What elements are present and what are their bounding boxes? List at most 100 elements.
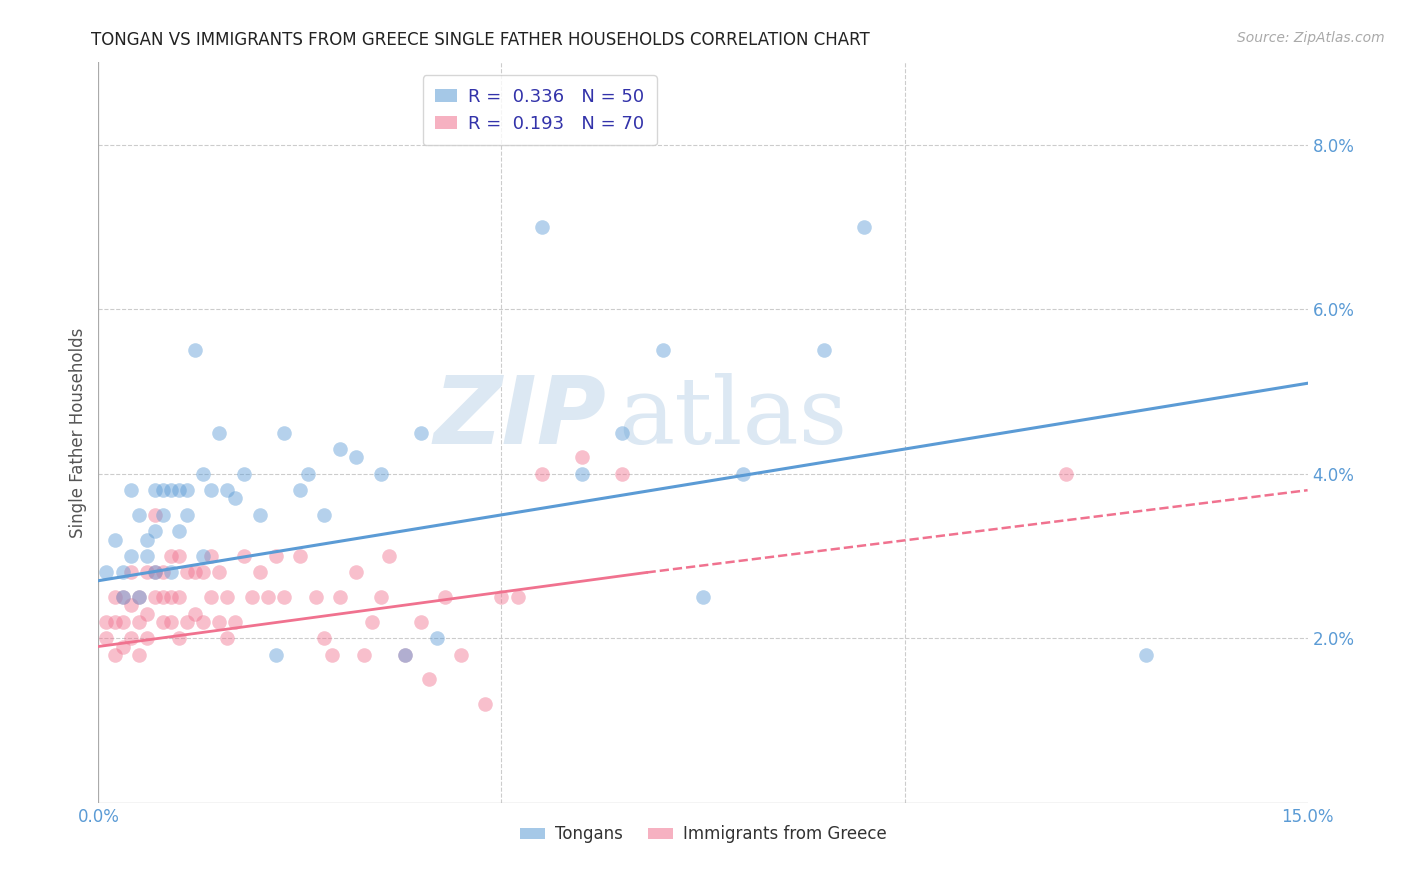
Point — [128, 615, 150, 629]
Point — [128, 648, 150, 662]
Point — [152, 566, 174, 580]
Point — [193, 566, 215, 580]
Point — [418, 673, 440, 687]
Point — [409, 425, 432, 440]
Point — [200, 549, 222, 563]
Point — [353, 648, 375, 662]
Point — [193, 467, 215, 481]
Point — [167, 549, 190, 563]
Point — [160, 549, 183, 563]
Point — [370, 590, 392, 604]
Point — [184, 343, 207, 358]
Point — [111, 590, 134, 604]
Point — [361, 615, 384, 629]
Point — [160, 590, 183, 604]
Point — [120, 599, 142, 613]
Point — [450, 648, 472, 662]
Point — [143, 590, 166, 604]
Point — [240, 590, 263, 604]
Point — [288, 483, 311, 498]
Point — [530, 467, 553, 481]
Point — [217, 483, 239, 498]
Point — [232, 549, 254, 563]
Point — [103, 648, 125, 662]
Point — [152, 483, 174, 498]
Point — [176, 615, 198, 629]
Point — [273, 590, 295, 604]
Point — [103, 590, 125, 604]
Point — [96, 615, 118, 629]
Point — [167, 483, 190, 498]
Point — [434, 590, 457, 604]
Point — [184, 566, 207, 580]
Point — [208, 425, 231, 440]
Point — [176, 566, 198, 580]
Point — [152, 615, 174, 629]
Point — [152, 590, 174, 604]
Point — [128, 590, 150, 604]
Point — [491, 590, 513, 604]
Point — [377, 549, 399, 563]
Point — [96, 566, 118, 580]
Point — [232, 467, 254, 481]
Point — [651, 343, 673, 358]
Point — [120, 549, 142, 563]
Point — [120, 483, 142, 498]
Point — [273, 425, 295, 440]
Point — [314, 508, 336, 522]
Point — [813, 343, 835, 358]
Point — [297, 467, 319, 481]
Point — [135, 607, 157, 621]
Point — [612, 467, 634, 481]
Point — [128, 590, 150, 604]
Point — [111, 640, 134, 654]
Point — [329, 590, 352, 604]
Point — [571, 467, 593, 481]
Point — [612, 425, 634, 440]
Point — [344, 566, 367, 580]
Point — [152, 508, 174, 522]
Point — [120, 632, 142, 646]
Point — [135, 549, 157, 563]
Point — [143, 508, 166, 522]
Point — [409, 615, 432, 629]
Point — [96, 632, 118, 646]
Point — [264, 648, 287, 662]
Point — [167, 632, 190, 646]
Point — [1054, 467, 1077, 481]
Point — [111, 590, 134, 604]
Y-axis label: Single Father Households: Single Father Households — [69, 327, 87, 538]
Point — [176, 483, 198, 498]
Point — [321, 648, 343, 662]
Text: Source: ZipAtlas.com: Source: ZipAtlas.com — [1237, 31, 1385, 45]
Point — [103, 533, 125, 547]
Point — [200, 483, 222, 498]
Point — [394, 648, 416, 662]
Point — [160, 566, 183, 580]
Text: TONGAN VS IMMIGRANTS FROM GREECE SINGLE FATHER HOUSEHOLDS CORRELATION CHART: TONGAN VS IMMIGRANTS FROM GREECE SINGLE … — [91, 31, 870, 49]
Point — [217, 632, 239, 646]
Point — [120, 566, 142, 580]
Point — [111, 615, 134, 629]
Point — [853, 219, 876, 234]
Point — [176, 508, 198, 522]
Point — [264, 549, 287, 563]
Point — [128, 508, 150, 522]
Text: ZIP: ZIP — [433, 372, 606, 464]
Point — [224, 491, 246, 506]
Point — [1135, 648, 1157, 662]
Point — [135, 533, 157, 547]
Point — [224, 615, 246, 629]
Point — [249, 508, 271, 522]
Point — [305, 590, 328, 604]
Point — [571, 450, 593, 465]
Point — [103, 615, 125, 629]
Point — [167, 590, 190, 604]
Point — [167, 524, 190, 539]
Point — [314, 632, 336, 646]
Point — [111, 566, 134, 580]
Point — [200, 590, 222, 604]
Point — [193, 549, 215, 563]
Point — [193, 615, 215, 629]
Point — [474, 697, 496, 711]
